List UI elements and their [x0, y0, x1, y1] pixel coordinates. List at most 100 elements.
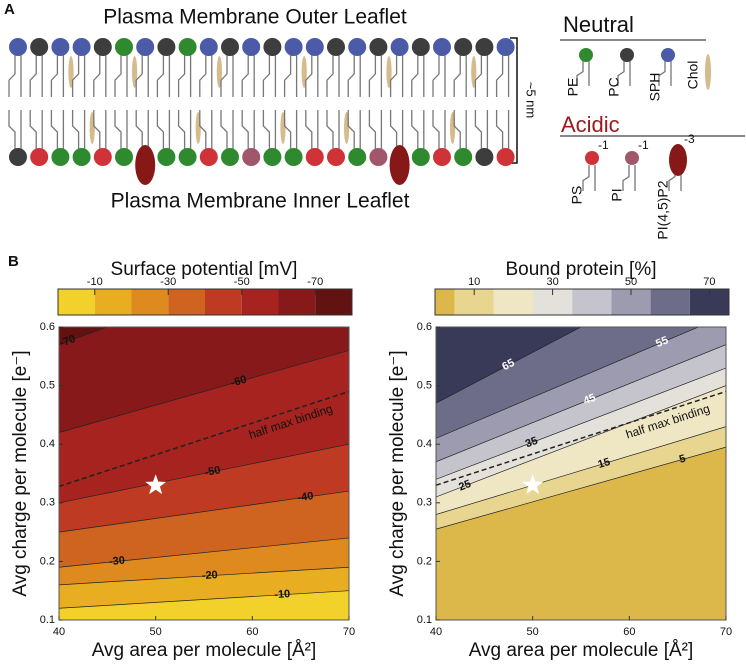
lipid-tail — [241, 55, 249, 97]
lipid-head — [454, 38, 473, 56]
lipid-tail — [71, 55, 80, 97]
contour-line — [59, 537, 349, 568]
y-tick-label: 0.2 — [417, 555, 432, 567]
y-tick-label: 0.5 — [40, 380, 55, 392]
contour-line — [436, 426, 726, 515]
star-marker — [145, 474, 167, 495]
lipid-head — [135, 145, 156, 185]
lipid-tail — [220, 55, 228, 97]
lipid-head — [51, 38, 70, 56]
lipid-tail — [114, 110, 122, 150]
plot-frame — [435, 326, 727, 621]
lipid-head — [496, 38, 515, 56]
contour-line — [59, 566, 349, 586]
colorbar-tick-label: -50 — [234, 276, 250, 288]
lipid-head — [115, 148, 133, 166]
contour-label: -30 — [108, 555, 125, 569]
lipid-head — [136, 38, 155, 56]
legend-label: PC — [606, 77, 622, 96]
x-tick-label: 70 — [343, 626, 355, 638]
y-tick-label: 0.1 — [40, 614, 55, 626]
lipid-tail — [453, 110, 461, 150]
colorbar-band — [131, 289, 169, 315]
lipid-tail — [411, 55, 419, 97]
lipid-head — [305, 148, 324, 166]
lipid-tail — [305, 110, 313, 150]
lipid-tail — [114, 55, 122, 97]
legend-charge: -3 — [684, 132, 695, 146]
legend-label: SPH — [647, 73, 663, 102]
y-tick-label: 0.4 — [417, 438, 432, 450]
lipid-head — [93, 38, 112, 56]
half-max-line — [436, 390, 726, 486]
x-axis-label: Avg area per molecule [Å²] — [92, 640, 317, 661]
lipid-tail — [432, 55, 440, 97]
lipid-tail — [29, 55, 37, 97]
lipid-head — [433, 38, 451, 56]
lipid-head — [284, 148, 303, 166]
lipid-head — [221, 148, 239, 166]
lipid-tail — [50, 110, 59, 150]
lipid-tail — [262, 55, 271, 97]
contour-line — [59, 443, 349, 504]
contour-line — [436, 367, 726, 480]
y-tick-label: 0.6 — [417, 321, 432, 333]
lipid-tail — [283, 55, 292, 97]
lipid-head — [348, 38, 367, 56]
contour-label: 55 — [654, 334, 670, 350]
contour-band — [59, 491, 349, 568]
legend-label: Chol — [685, 61, 701, 90]
colorbar-band — [241, 289, 279, 315]
legend-charge: -1 — [638, 138, 649, 152]
lipid-head — [496, 148, 515, 166]
outer-title: Plasma Membrane Outer Leaflet — [103, 6, 407, 29]
half-max-line — [59, 390, 349, 488]
x-tick-label: 40 — [430, 626, 442, 638]
legend-head — [620, 48, 634, 62]
colorbar-band — [94, 289, 132, 315]
lipid-tail — [474, 55, 483, 97]
contour-label: 25 — [457, 478, 473, 494]
legend-head — [585, 151, 599, 165]
lipid-head — [369, 38, 388, 56]
inner-title: Plasma Membrane Inner Leaflet — [111, 190, 410, 213]
lipid-tail — [368, 55, 377, 97]
colorbar-frame — [57, 288, 353, 316]
lipid-head — [72, 148, 91, 166]
contour-label: 45 — [582, 392, 598, 408]
contour-band — [436, 385, 726, 515]
contour-label: 65 — [500, 357, 516, 373]
contour-label: 15 — [597, 456, 612, 471]
lipid-head — [454, 148, 473, 166]
x-tick-label: 40 — [53, 626, 65, 638]
lipid-tail — [156, 110, 165, 150]
lipid-tail — [474, 110, 483, 150]
lipid-head — [221, 38, 239, 56]
lipid-head — [199, 148, 218, 166]
legend-chol — [705, 54, 711, 90]
lipid-head — [157, 148, 176, 166]
colorbar-band — [205, 289, 242, 315]
lipid-tail — [199, 110, 207, 150]
panel-label: B — [8, 253, 19, 270]
contour-line — [436, 446, 726, 530]
lipid-head — [178, 148, 197, 166]
lipid-tail — [389, 55, 398, 97]
lipid-head — [263, 38, 282, 56]
lipid-tail — [347, 55, 355, 97]
lipid-tail — [135, 55, 143, 97]
lipid-head — [72, 38, 91, 56]
lipid-tail — [8, 110, 16, 150]
contour-band — [436, 327, 726, 462]
lipid-tail — [8, 55, 16, 97]
lipid-head — [199, 38, 218, 56]
panel-label: A — [4, 1, 15, 18]
legend-label: PE — [565, 78, 581, 97]
lipid-tail — [93, 110, 101, 150]
lipid-head — [30, 148, 49, 166]
plot-frame — [58, 326, 350, 621]
lipid-tail — [135, 110, 143, 150]
y-tick-label: 0.2 — [40, 555, 55, 567]
